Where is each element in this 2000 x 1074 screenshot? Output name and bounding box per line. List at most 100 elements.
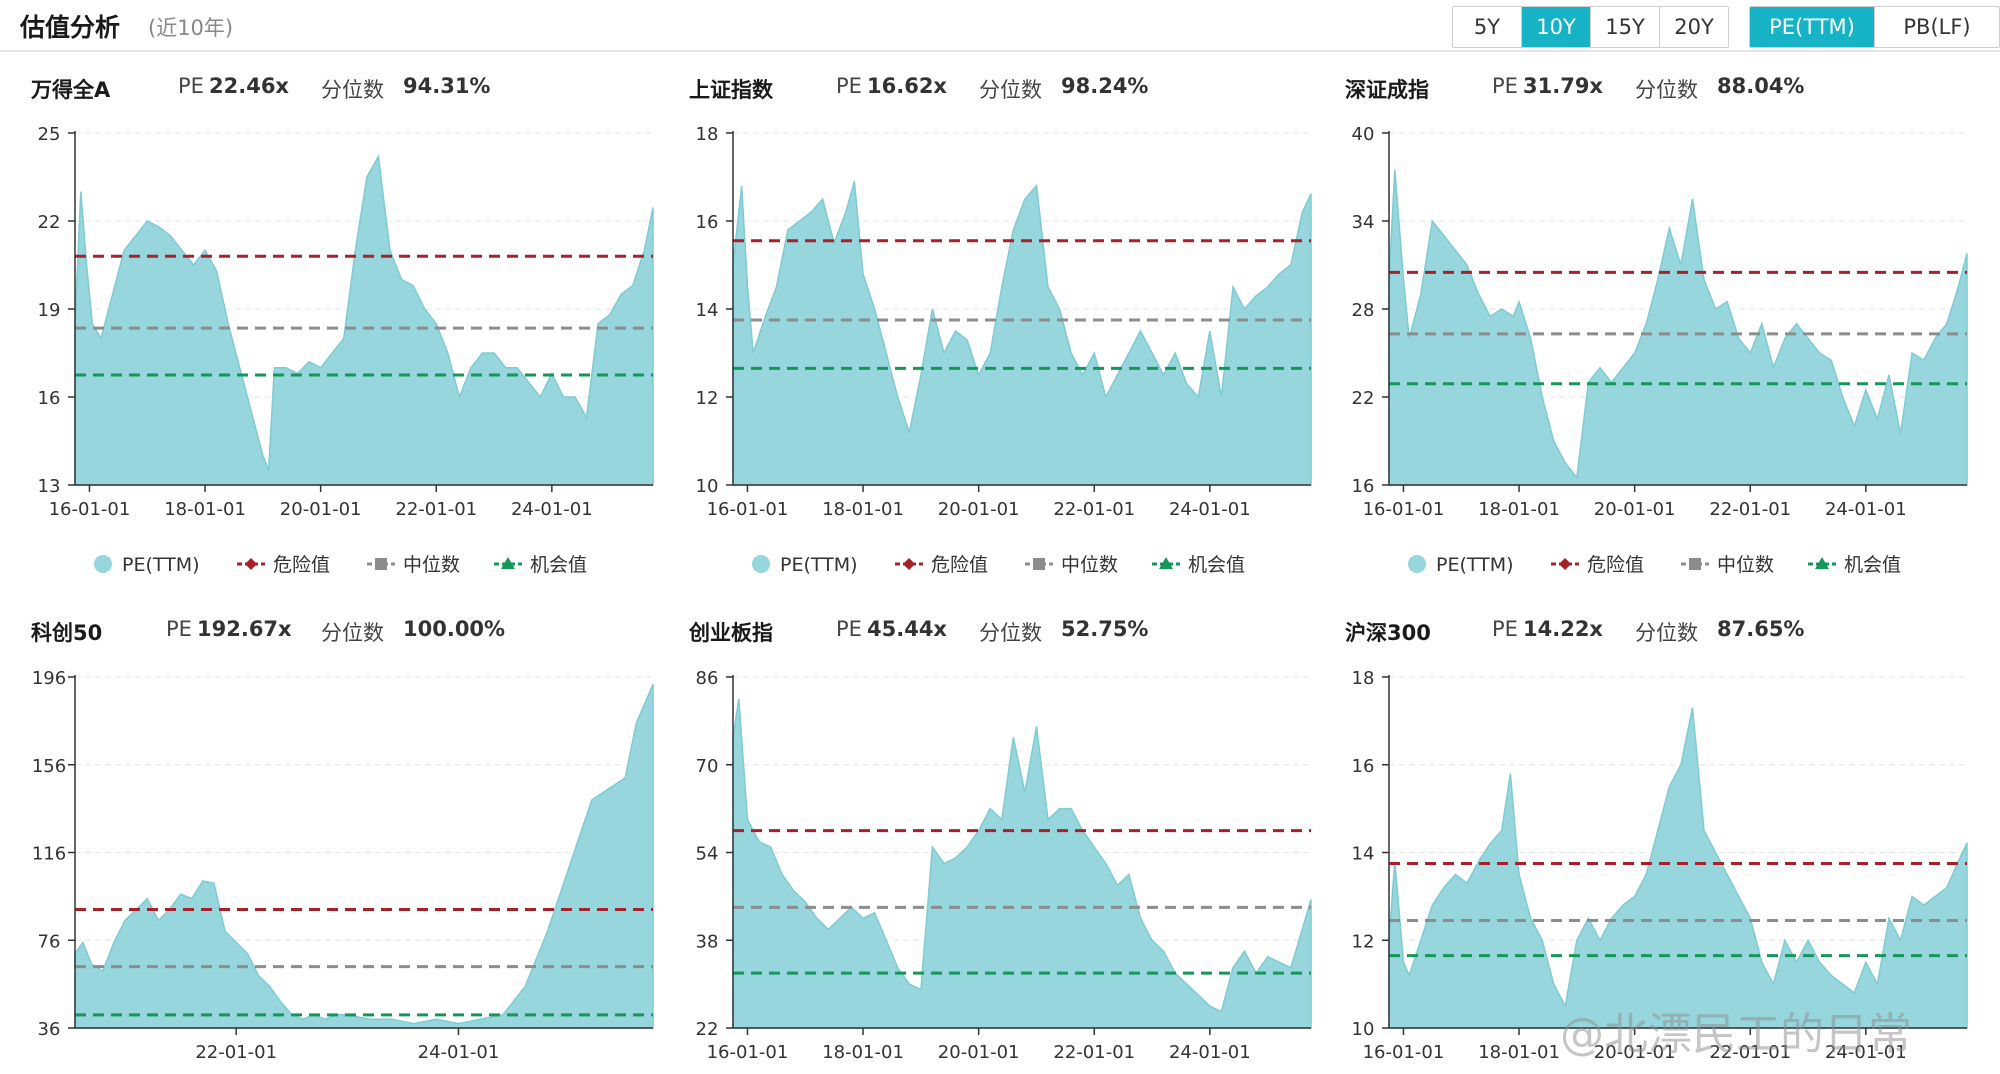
pe-area-series xyxy=(1388,169,1968,486)
y-tick-label: 34 xyxy=(1352,212,1375,233)
legend-opportunity-marker xyxy=(1815,557,1829,569)
panel-header: 上证指数 PE 16.62x 分位数 98.24% xyxy=(689,74,1289,106)
panel-header: 沪深300 PE 14.22x 分位数 87.65% xyxy=(1345,617,1945,649)
index-name: 科创50 xyxy=(31,621,103,645)
pe-label: PE xyxy=(166,617,192,641)
percentile-label: 分位数 xyxy=(1635,78,1698,102)
y-tick-label: 10 xyxy=(1352,1019,1375,1040)
index-name: 深证成指 xyxy=(1345,78,1429,102)
legend-label-median[interactable]: 中位数 xyxy=(1061,554,1118,576)
pe-label: PE xyxy=(1492,617,1518,641)
index-name: 创业板指 xyxy=(689,621,773,645)
chart-3: 36 76 116 156 196 22-01-01 24-01-01 xyxy=(32,668,654,1063)
percentile-label: 分位数 xyxy=(1635,621,1698,645)
chart-legend: PE(TTM) 危险值 中位数 机会值 xyxy=(752,554,1245,576)
percentile-label: 分位数 xyxy=(979,621,1042,645)
page-subtitle: (近10年) xyxy=(148,16,234,40)
panel-header: 万得全A PE 22.46x 分位数 94.31% xyxy=(31,74,631,106)
pe-value: 14.22x xyxy=(1523,617,1603,641)
x-tick-label: 24-01-01 xyxy=(511,499,593,520)
x-tick-label: 24-01-01 xyxy=(1825,1042,1907,1063)
y-tick-label: 12 xyxy=(696,388,719,409)
x-tick-label: 20-01-01 xyxy=(938,499,1020,520)
x-tick-label: 24-01-01 xyxy=(418,1042,500,1063)
legend-label-median[interactable]: 中位数 xyxy=(403,554,460,576)
metric-button-pe-ttm[interactable]: PE(TTM) xyxy=(1750,7,1875,47)
chart-5: 10 12 14 16 18 16-01-01 18-01-01 20-01-01 22-01-… xyxy=(1352,668,1968,1063)
y-tick-label: 22 xyxy=(1352,388,1375,409)
page-title: 估值分析 xyxy=(20,13,121,42)
chart-legend: PE(TTM) 危险值 中位数 机会值 xyxy=(1408,554,1901,576)
pe-area-series xyxy=(732,698,1312,1029)
y-tick-label: 14 xyxy=(1352,844,1375,865)
index-name: 万得全A xyxy=(31,78,111,102)
x-tick-label: 22-01-01 xyxy=(1053,499,1135,520)
x-tick-label: 20-01-01 xyxy=(1594,1042,1676,1063)
x-tick-label: 22-01-01 xyxy=(1053,1042,1135,1063)
chart-2: 16 22 28 34 40 16-01-01 18-01-01 20-01-01 22-01-… xyxy=(1352,124,1968,576)
y-tick-label: 12 xyxy=(1352,931,1375,952)
range-button-20y[interactable]: 20Y xyxy=(1660,7,1728,47)
pe-area-series xyxy=(74,154,654,486)
legend-label-pe[interactable]: PE(TTM) xyxy=(1436,554,1514,576)
x-tick-label: 20-01-01 xyxy=(280,499,362,520)
legend-danger-marker xyxy=(1559,558,1571,570)
x-tick-label: 18-01-01 xyxy=(164,499,246,520)
index-name: 上证指数 xyxy=(689,78,773,102)
legend-label-pe[interactable]: PE(TTM) xyxy=(122,554,200,576)
legend-label-pe[interactable]: PE(TTM) xyxy=(780,554,858,576)
legend-danger-marker xyxy=(903,558,915,570)
x-tick-label: 22-01-01 xyxy=(195,1042,277,1063)
x-tick-label: 24-01-01 xyxy=(1825,499,1907,520)
metric-selector: PE(TTM) PB(LF) xyxy=(1749,6,2000,48)
x-tick-label: 16-01-01 xyxy=(1363,1042,1445,1063)
legend-label-danger[interactable]: 危险值 xyxy=(273,554,330,576)
legend-area-marker xyxy=(94,555,112,573)
legend-danger-marker xyxy=(245,558,257,570)
pe-label: PE xyxy=(836,617,862,641)
panel-header: 创业板指 PE 45.44x 分位数 52.75% xyxy=(689,617,1289,649)
range-button-15y[interactable]: 15Y xyxy=(1591,7,1660,47)
y-tick-label: 116 xyxy=(32,844,66,865)
pe-label: PE xyxy=(1492,74,1518,98)
legend-median-marker xyxy=(1033,558,1045,570)
header: 估值分析 (近10年) 5Y 10Y 15Y 20Y PE(TTM) PB(LF) xyxy=(0,0,2000,50)
panel-header: 科创50 PE 192.67x 分位数 100.00% xyxy=(31,617,631,649)
metric-button-pb-lf[interactable]: PB(LF) xyxy=(1875,7,1999,47)
percentile-label: 分位数 xyxy=(979,78,1042,102)
y-tick-label: 19 xyxy=(38,300,61,321)
y-tick-label: 16 xyxy=(1352,756,1375,777)
legend-label-danger[interactable]: 危险值 xyxy=(1587,554,1644,576)
legend-label-opportunity[interactable]: 机会值 xyxy=(1188,554,1245,576)
range-button-5y[interactable]: 5Y xyxy=(1453,7,1522,47)
range-button-10y[interactable]: 10Y xyxy=(1522,7,1591,47)
x-tick-label: 22-01-01 xyxy=(395,499,477,520)
pe-value: 22.46x xyxy=(209,74,289,98)
y-tick-label: 196 xyxy=(32,668,66,689)
x-tick-label: 16-01-01 xyxy=(707,1042,789,1063)
x-tick-label: 18-01-01 xyxy=(1478,499,1560,520)
panel-header: 深证成指 PE 31.79x 分位数 88.04% xyxy=(1345,74,1945,106)
x-tick-label: 24-01-01 xyxy=(1169,1042,1251,1063)
y-tick-label: 14 xyxy=(696,300,719,321)
legend-label-opportunity[interactable]: 机会值 xyxy=(530,554,587,576)
legend-median-marker xyxy=(1689,558,1701,570)
chart-0: 13 16 19 22 25 16-01-01 18-01-01 20-01-01 22-01-… xyxy=(38,124,654,576)
y-tick-label: 86 xyxy=(696,668,719,689)
pe-value: 16.62x xyxy=(867,74,947,98)
percentile-value: 100.00% xyxy=(403,617,506,641)
y-tick-label: 10 xyxy=(696,476,719,497)
y-tick-label: 13 xyxy=(38,476,61,497)
y-tick-label: 16 xyxy=(38,388,61,409)
x-tick-label: 16-01-01 xyxy=(49,499,131,520)
chart-4: 22 38 54 70 86 16-01-01 18-01-01 20-01-01 22-01-… xyxy=(696,668,1312,1063)
chart-1: 10 12 14 16 18 16-01-01 18-01-01 20-01-01 22-01-… xyxy=(696,124,1312,576)
legend-label-danger[interactable]: 危险值 xyxy=(931,554,988,576)
x-tick-label: 18-01-01 xyxy=(822,499,904,520)
percentile-value: 88.04% xyxy=(1717,74,1805,98)
legend-label-median[interactable]: 中位数 xyxy=(1717,554,1774,576)
legend-area-marker xyxy=(1408,555,1426,573)
x-tick-label: 20-01-01 xyxy=(938,1042,1020,1063)
legend-label-opportunity[interactable]: 机会值 xyxy=(1844,554,1901,576)
